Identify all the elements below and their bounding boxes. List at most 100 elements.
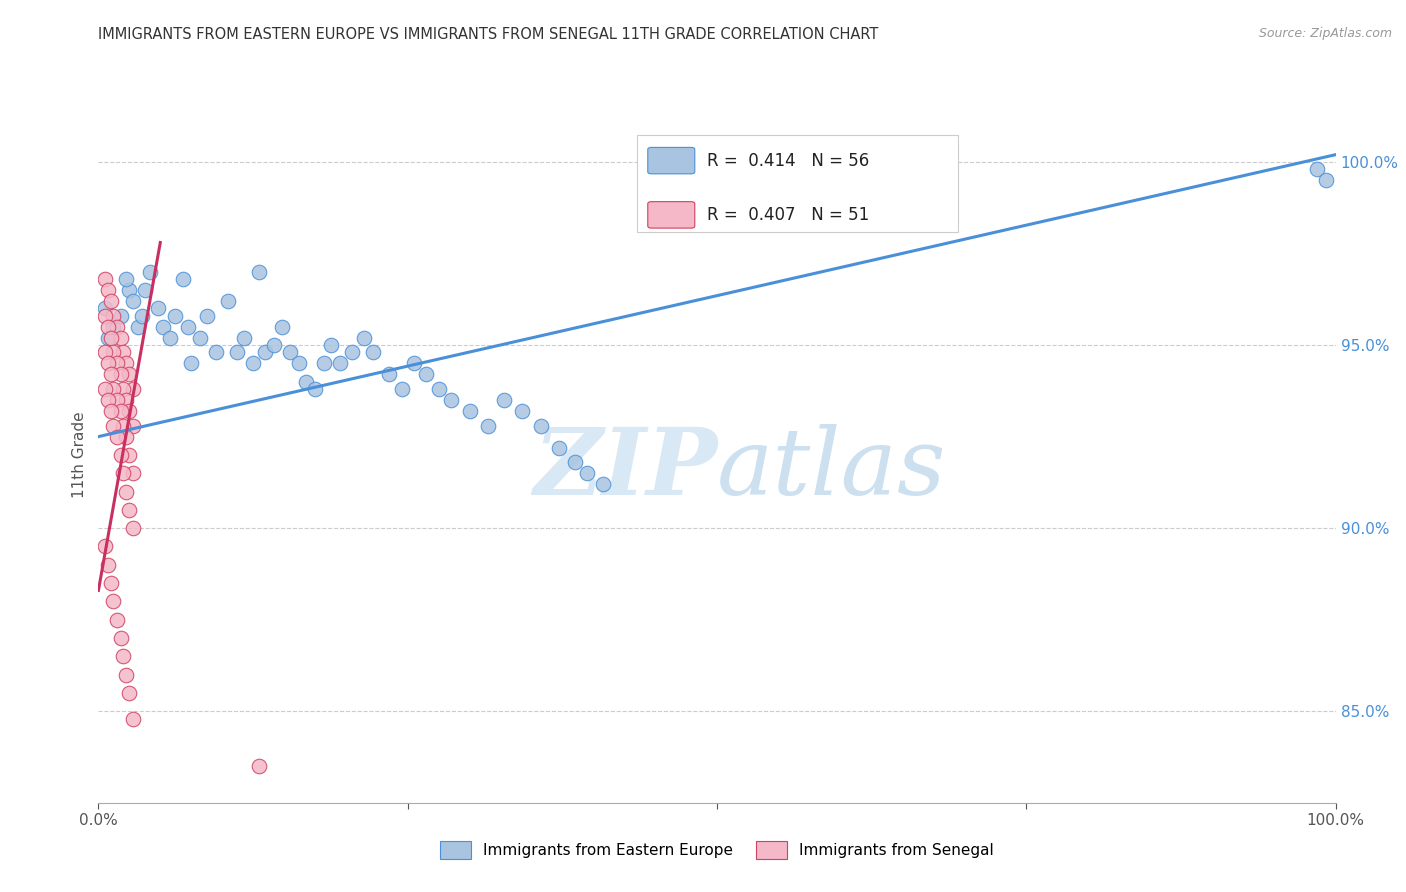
Point	[195, 309, 218, 323]
Point	[127, 319, 149, 334]
Point	[564, 455, 586, 469]
Point	[112, 418, 135, 433]
Point	[361, 345, 384, 359]
Point	[103, 382, 125, 396]
Point	[547, 441, 569, 455]
Point	[97, 356, 120, 370]
Point	[494, 392, 516, 407]
Point	[112, 467, 135, 481]
Point	[118, 404, 141, 418]
Point	[110, 368, 132, 382]
Point	[1306, 162, 1329, 177]
Point	[278, 345, 301, 359]
Point	[118, 448, 141, 462]
Point	[180, 356, 202, 370]
Point	[510, 404, 533, 418]
Point	[263, 338, 285, 352]
Y-axis label: 11th Grade: 11th Grade	[72, 411, 87, 499]
Point	[304, 382, 326, 396]
Point	[93, 382, 115, 396]
Point	[105, 613, 128, 627]
Point	[1315, 173, 1337, 187]
FancyBboxPatch shape	[648, 147, 695, 174]
Point	[477, 418, 499, 433]
Point	[100, 331, 122, 345]
Point	[100, 404, 122, 418]
Point	[114, 429, 136, 443]
Point	[112, 382, 135, 396]
Point	[118, 686, 141, 700]
Point	[118, 503, 141, 517]
Point	[242, 356, 264, 370]
Point	[110, 331, 132, 345]
Point	[100, 368, 122, 382]
Point	[247, 759, 270, 773]
Point	[93, 309, 115, 323]
Point	[118, 368, 141, 382]
Point	[122, 382, 145, 396]
Point	[288, 356, 311, 370]
Point	[122, 712, 145, 726]
Text: atlas: atlas	[717, 424, 946, 514]
Legend: Immigrants from Eastern Europe, Immigrants from Senegal: Immigrants from Eastern Europe, Immigran…	[434, 835, 1000, 864]
Point	[139, 265, 162, 279]
Point	[270, 319, 292, 334]
Point	[122, 418, 145, 433]
Text: R =  0.414   N = 56: R = 0.414 N = 56	[707, 152, 869, 169]
Point	[105, 356, 128, 370]
Point	[340, 345, 363, 359]
Point	[110, 404, 132, 418]
Point	[112, 345, 135, 359]
Point	[378, 368, 401, 382]
Point	[152, 319, 174, 334]
Point	[122, 467, 145, 481]
Point	[353, 331, 375, 345]
Point	[146, 301, 169, 316]
Point	[97, 331, 120, 345]
Point	[226, 345, 249, 359]
Point	[329, 356, 352, 370]
Point	[427, 382, 450, 396]
FancyBboxPatch shape	[637, 135, 959, 232]
Point	[122, 521, 145, 535]
Point	[233, 331, 256, 345]
Point	[319, 338, 342, 352]
Point	[97, 558, 120, 572]
FancyBboxPatch shape	[648, 202, 695, 228]
Point	[114, 272, 136, 286]
Point	[592, 477, 614, 491]
Point	[100, 576, 122, 591]
Point	[440, 392, 463, 407]
Point	[217, 294, 239, 309]
Point	[114, 356, 136, 370]
Point	[97, 392, 120, 407]
Point	[105, 392, 128, 407]
Point	[188, 331, 211, 345]
Point	[114, 392, 136, 407]
Point	[254, 345, 277, 359]
Point	[312, 356, 335, 370]
Point	[576, 467, 599, 481]
Point	[103, 309, 125, 323]
Point	[530, 418, 553, 433]
Point	[112, 649, 135, 664]
Point	[103, 418, 125, 433]
Point	[131, 309, 153, 323]
Point	[402, 356, 425, 370]
Point	[93, 540, 115, 554]
Point	[103, 594, 125, 608]
Point	[97, 319, 120, 334]
Point	[458, 404, 481, 418]
Point	[114, 484, 136, 499]
Point	[391, 382, 413, 396]
Point	[103, 345, 125, 359]
Point	[105, 429, 128, 443]
Point	[295, 375, 318, 389]
Point	[93, 272, 115, 286]
Point	[415, 368, 437, 382]
Point	[176, 319, 198, 334]
Point	[134, 283, 156, 297]
Point	[97, 283, 120, 297]
Point	[165, 309, 187, 323]
Point	[103, 319, 125, 334]
